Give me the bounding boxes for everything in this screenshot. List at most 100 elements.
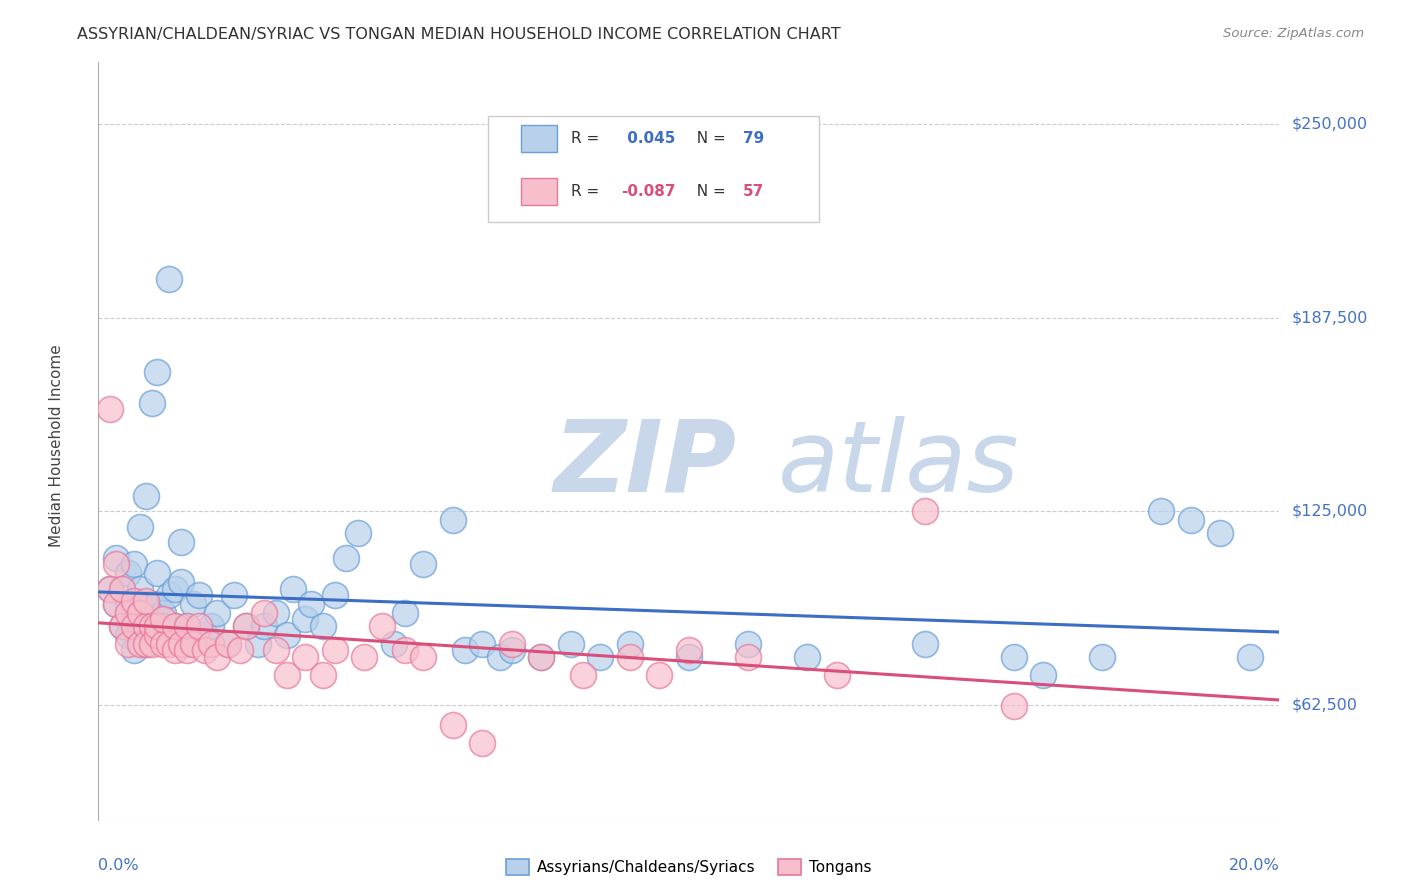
Point [128, 519, 150, 533]
Point [294, 649, 316, 664]
Point [122, 594, 145, 608]
Point [441, 717, 464, 731]
Point [141, 396, 163, 410]
Point [141, 628, 163, 642]
Point [176, 643, 198, 657]
Point [323, 643, 346, 657]
Point [347, 525, 370, 540]
Point [294, 612, 316, 626]
Point [678, 643, 700, 657]
Point [146, 597, 169, 611]
Point [229, 643, 252, 657]
Point [98, 582, 121, 596]
Point [111, 618, 134, 632]
Point [141, 637, 163, 651]
Point [105, 597, 128, 611]
Point [157, 637, 180, 651]
Point [176, 618, 198, 632]
Point [253, 607, 276, 621]
Point [128, 618, 150, 632]
Point [98, 402, 121, 417]
Point [128, 607, 150, 621]
Point [176, 618, 198, 632]
Text: atlas: atlas [778, 416, 1019, 513]
Point [825, 668, 848, 682]
Point [200, 618, 222, 632]
Point [111, 582, 134, 596]
Point [1002, 649, 1025, 664]
Text: 57: 57 [744, 184, 765, 199]
Text: ASSYRIAN/CHALDEAN/SYRIAC VS TONGAN MEDIAN HOUSEHOLD INCOME CORRELATION CHART: ASSYRIAN/CHALDEAN/SYRIAC VS TONGAN MEDIA… [77, 27, 841, 42]
Point [146, 618, 169, 632]
Point [165, 618, 187, 632]
Point [194, 643, 217, 657]
Point [1032, 668, 1054, 682]
Point [394, 607, 416, 621]
Point [165, 582, 187, 596]
Point [412, 649, 434, 664]
Point [1209, 525, 1232, 540]
Text: 20.0%: 20.0% [1229, 858, 1279, 872]
Point [165, 643, 187, 657]
Point [235, 618, 257, 632]
Text: $187,500: $187,500 [1291, 310, 1368, 326]
Point [170, 535, 193, 549]
Point [122, 557, 145, 571]
Point [253, 618, 276, 632]
Point [141, 597, 163, 611]
Point [501, 643, 523, 657]
Point [200, 637, 222, 651]
Point [152, 612, 174, 626]
Point [205, 649, 228, 664]
Point [648, 668, 671, 682]
FancyBboxPatch shape [522, 125, 557, 152]
Legend: Assyrians/Chaldeans/Syriacs, Tongans: Assyrians/Chaldeans/Syriacs, Tongans [501, 853, 877, 881]
Point [471, 637, 494, 651]
Point [489, 649, 512, 664]
Point [122, 618, 145, 632]
Point [737, 637, 759, 651]
Text: Source: ZipAtlas.com: Source: ZipAtlas.com [1223, 27, 1364, 40]
Point [135, 618, 157, 632]
Point [122, 612, 145, 626]
Text: 0.0%: 0.0% [98, 858, 139, 872]
Point [312, 618, 335, 632]
Point [157, 588, 180, 602]
Text: -0.087: -0.087 [621, 184, 676, 199]
Text: $125,000: $125,000 [1291, 504, 1368, 518]
Point [157, 628, 180, 642]
Point [246, 637, 269, 651]
Text: 79: 79 [744, 131, 765, 145]
FancyBboxPatch shape [522, 178, 557, 205]
Point [122, 643, 145, 657]
Point [194, 628, 217, 642]
Text: R =: R = [571, 184, 605, 199]
Point [176, 637, 198, 651]
Point [335, 550, 357, 565]
Point [914, 637, 936, 651]
Point [235, 618, 257, 632]
Point [471, 736, 494, 750]
Point [170, 637, 193, 651]
Point [323, 588, 346, 602]
Point [530, 649, 553, 664]
Point [412, 557, 434, 571]
Point [135, 489, 157, 503]
Point [117, 597, 139, 611]
Point [737, 649, 759, 664]
Point [264, 607, 287, 621]
Point [264, 643, 287, 657]
Point [914, 504, 936, 518]
Point [678, 649, 700, 664]
Point [353, 649, 375, 664]
Point [217, 637, 239, 651]
Point [105, 597, 128, 611]
Point [105, 557, 128, 571]
Point [276, 628, 298, 642]
Point [619, 649, 641, 664]
Text: Median Household Income: Median Household Income [49, 344, 63, 548]
Point [205, 607, 228, 621]
Text: N =: N = [686, 131, 730, 145]
Point [501, 637, 523, 651]
Text: N =: N = [686, 184, 730, 199]
